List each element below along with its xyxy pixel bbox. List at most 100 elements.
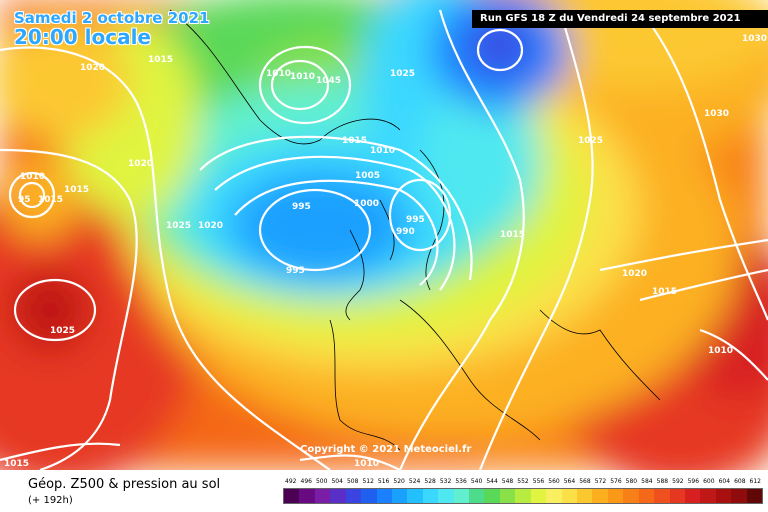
legend-swatch	[469, 489, 485, 503]
legend-value: 556	[532, 478, 545, 485]
isobar-label: 1015	[500, 230, 525, 240]
legend-swatch	[623, 489, 639, 503]
isobar-label: 1010	[354, 459, 379, 469]
isobar-label: 1025	[166, 221, 191, 231]
isobar-label: 1015	[4, 459, 29, 469]
legend-swatch	[330, 489, 346, 503]
forecast-time: 20:00 locale	[14, 25, 151, 49]
legend-swatch	[484, 489, 500, 503]
color-legend: 492 496 500 504 508 512 516 520 524 528 532 536 540 5…	[283, 478, 763, 504]
isobar-label: 1020	[622, 269, 647, 279]
isobar-label: 1025	[390, 69, 415, 79]
isobar-label: 1010	[708, 346, 733, 356]
legend-swatch	[361, 489, 377, 503]
legend-swatch	[345, 489, 362, 503]
isobar-label: 95	[18, 195, 31, 205]
isobar-label: 1025	[50, 326, 75, 336]
legend-value: 552	[517, 478, 529, 485]
forecast-hour: (+ 192h)	[28, 495, 73, 506]
isobar-label: 995	[286, 266, 305, 276]
legend-swatch	[299, 489, 315, 503]
legend-value: 536	[455, 478, 467, 485]
legend-bar	[283, 488, 763, 504]
legend-labels: 492 496 500 504 508 512 516 520 524 528 532 536 540 5…	[283, 478, 763, 488]
isobar-label: 1020	[80, 63, 105, 73]
legend-swatch	[515, 489, 531, 503]
isobar-label: 1015	[64, 185, 89, 195]
isobar-label: 1000	[354, 199, 379, 209]
legend-value: 592	[672, 478, 684, 485]
legend-value: 516	[377, 478, 390, 485]
legend-swatch	[499, 489, 516, 503]
isobar-label: 1020	[128, 159, 153, 169]
legend-swatch	[638, 489, 655, 503]
legend-swatch	[407, 489, 423, 503]
isobar-label: 995	[292, 202, 311, 212]
isobar-label: 1020	[198, 221, 223, 231]
legend-value: 564	[563, 478, 576, 485]
legend-value: 588	[656, 478, 669, 485]
isobar-label: 1010	[20, 172, 45, 182]
isobar-label: 1025	[578, 136, 603, 146]
legend-value: 528	[424, 478, 436, 485]
map-title: Géop. Z500 & pression au sol	[28, 477, 221, 492]
legend-swatch	[422, 489, 439, 503]
legend-swatch	[715, 489, 732, 503]
legend-value: 540	[470, 478, 483, 485]
legend-value: 604	[718, 478, 731, 485]
isobar-label: 1015	[652, 287, 677, 297]
legend-value: 508	[346, 478, 359, 485]
legend-swatch	[731, 489, 747, 503]
footer-bar: Géop. Z500 & pression au sol (+ 192h) 49…	[0, 470, 768, 512]
legend-swatch	[700, 489, 716, 503]
legend-swatch	[746, 489, 763, 503]
isobar-labels: 1020 1015 1025 1010 1010 1045 1025 1030 …	[4, 34, 767, 469]
legend-swatch	[376, 489, 392, 503]
isobar-label: 1015	[342, 136, 367, 146]
isobar-label: 1010	[290, 72, 315, 82]
legend-value: 576	[610, 478, 622, 485]
legend-swatch	[284, 489, 300, 503]
legend-swatch	[530, 489, 547, 503]
map-area: 1020 1015 1025 1010 1010 1045 1025 1030 …	[0, 0, 768, 470]
isobar-label: 990	[396, 227, 415, 237]
geopotential-map: 1020 1015 1025 1010 1010 1045 1025 1030 …	[0, 0, 768, 470]
legend-value: 524	[408, 478, 421, 485]
forecast-date: Samedi 2 octobre 2021	[14, 9, 210, 27]
coastlines	[169, 9, 661, 451]
isobar-label: 1010	[370, 146, 395, 156]
legend-value: 544	[486, 478, 498, 485]
legend-value: 608	[734, 478, 746, 485]
legend-swatch	[314, 489, 331, 503]
isobar-label: 1030	[704, 109, 729, 119]
copyright: Copyright © 2021 Meteociel.fr	[300, 444, 472, 455]
legend-swatch	[654, 489, 670, 503]
legend-value: 568	[579, 478, 591, 485]
forecast-datetime: Samedi 2 octobre 2021 20:00 locale	[14, 10, 209, 48]
isobar-label: 1015	[38, 195, 63, 205]
legend-swatch	[592, 489, 608, 503]
legend-swatch	[561, 489, 578, 503]
legend-value: 580	[625, 478, 638, 485]
legend-value: 532	[439, 478, 452, 485]
legend-value: 600	[703, 478, 715, 485]
isobar-lines	[0, 9, 768, 470]
isobar-label: 1005	[355, 171, 380, 181]
legend-value: 492	[285, 478, 297, 485]
legend-swatch	[577, 489, 593, 503]
legend-swatch	[438, 489, 454, 503]
legend-value: 520	[393, 478, 405, 485]
legend-value: 512	[362, 478, 374, 485]
legend-swatch	[684, 489, 701, 503]
isobar-label: 995	[406, 215, 425, 225]
legend-swatch	[391, 489, 408, 503]
legend-swatch	[546, 489, 562, 503]
legend-value: 596	[687, 478, 700, 485]
legend-value: 496	[300, 478, 312, 485]
legend-value: 548	[501, 478, 514, 485]
isobar-label: 1030	[742, 34, 767, 44]
legend-swatch	[669, 489, 685, 503]
isobar-label: 1045	[316, 76, 341, 86]
geopotential-shading	[0, 0, 768, 470]
